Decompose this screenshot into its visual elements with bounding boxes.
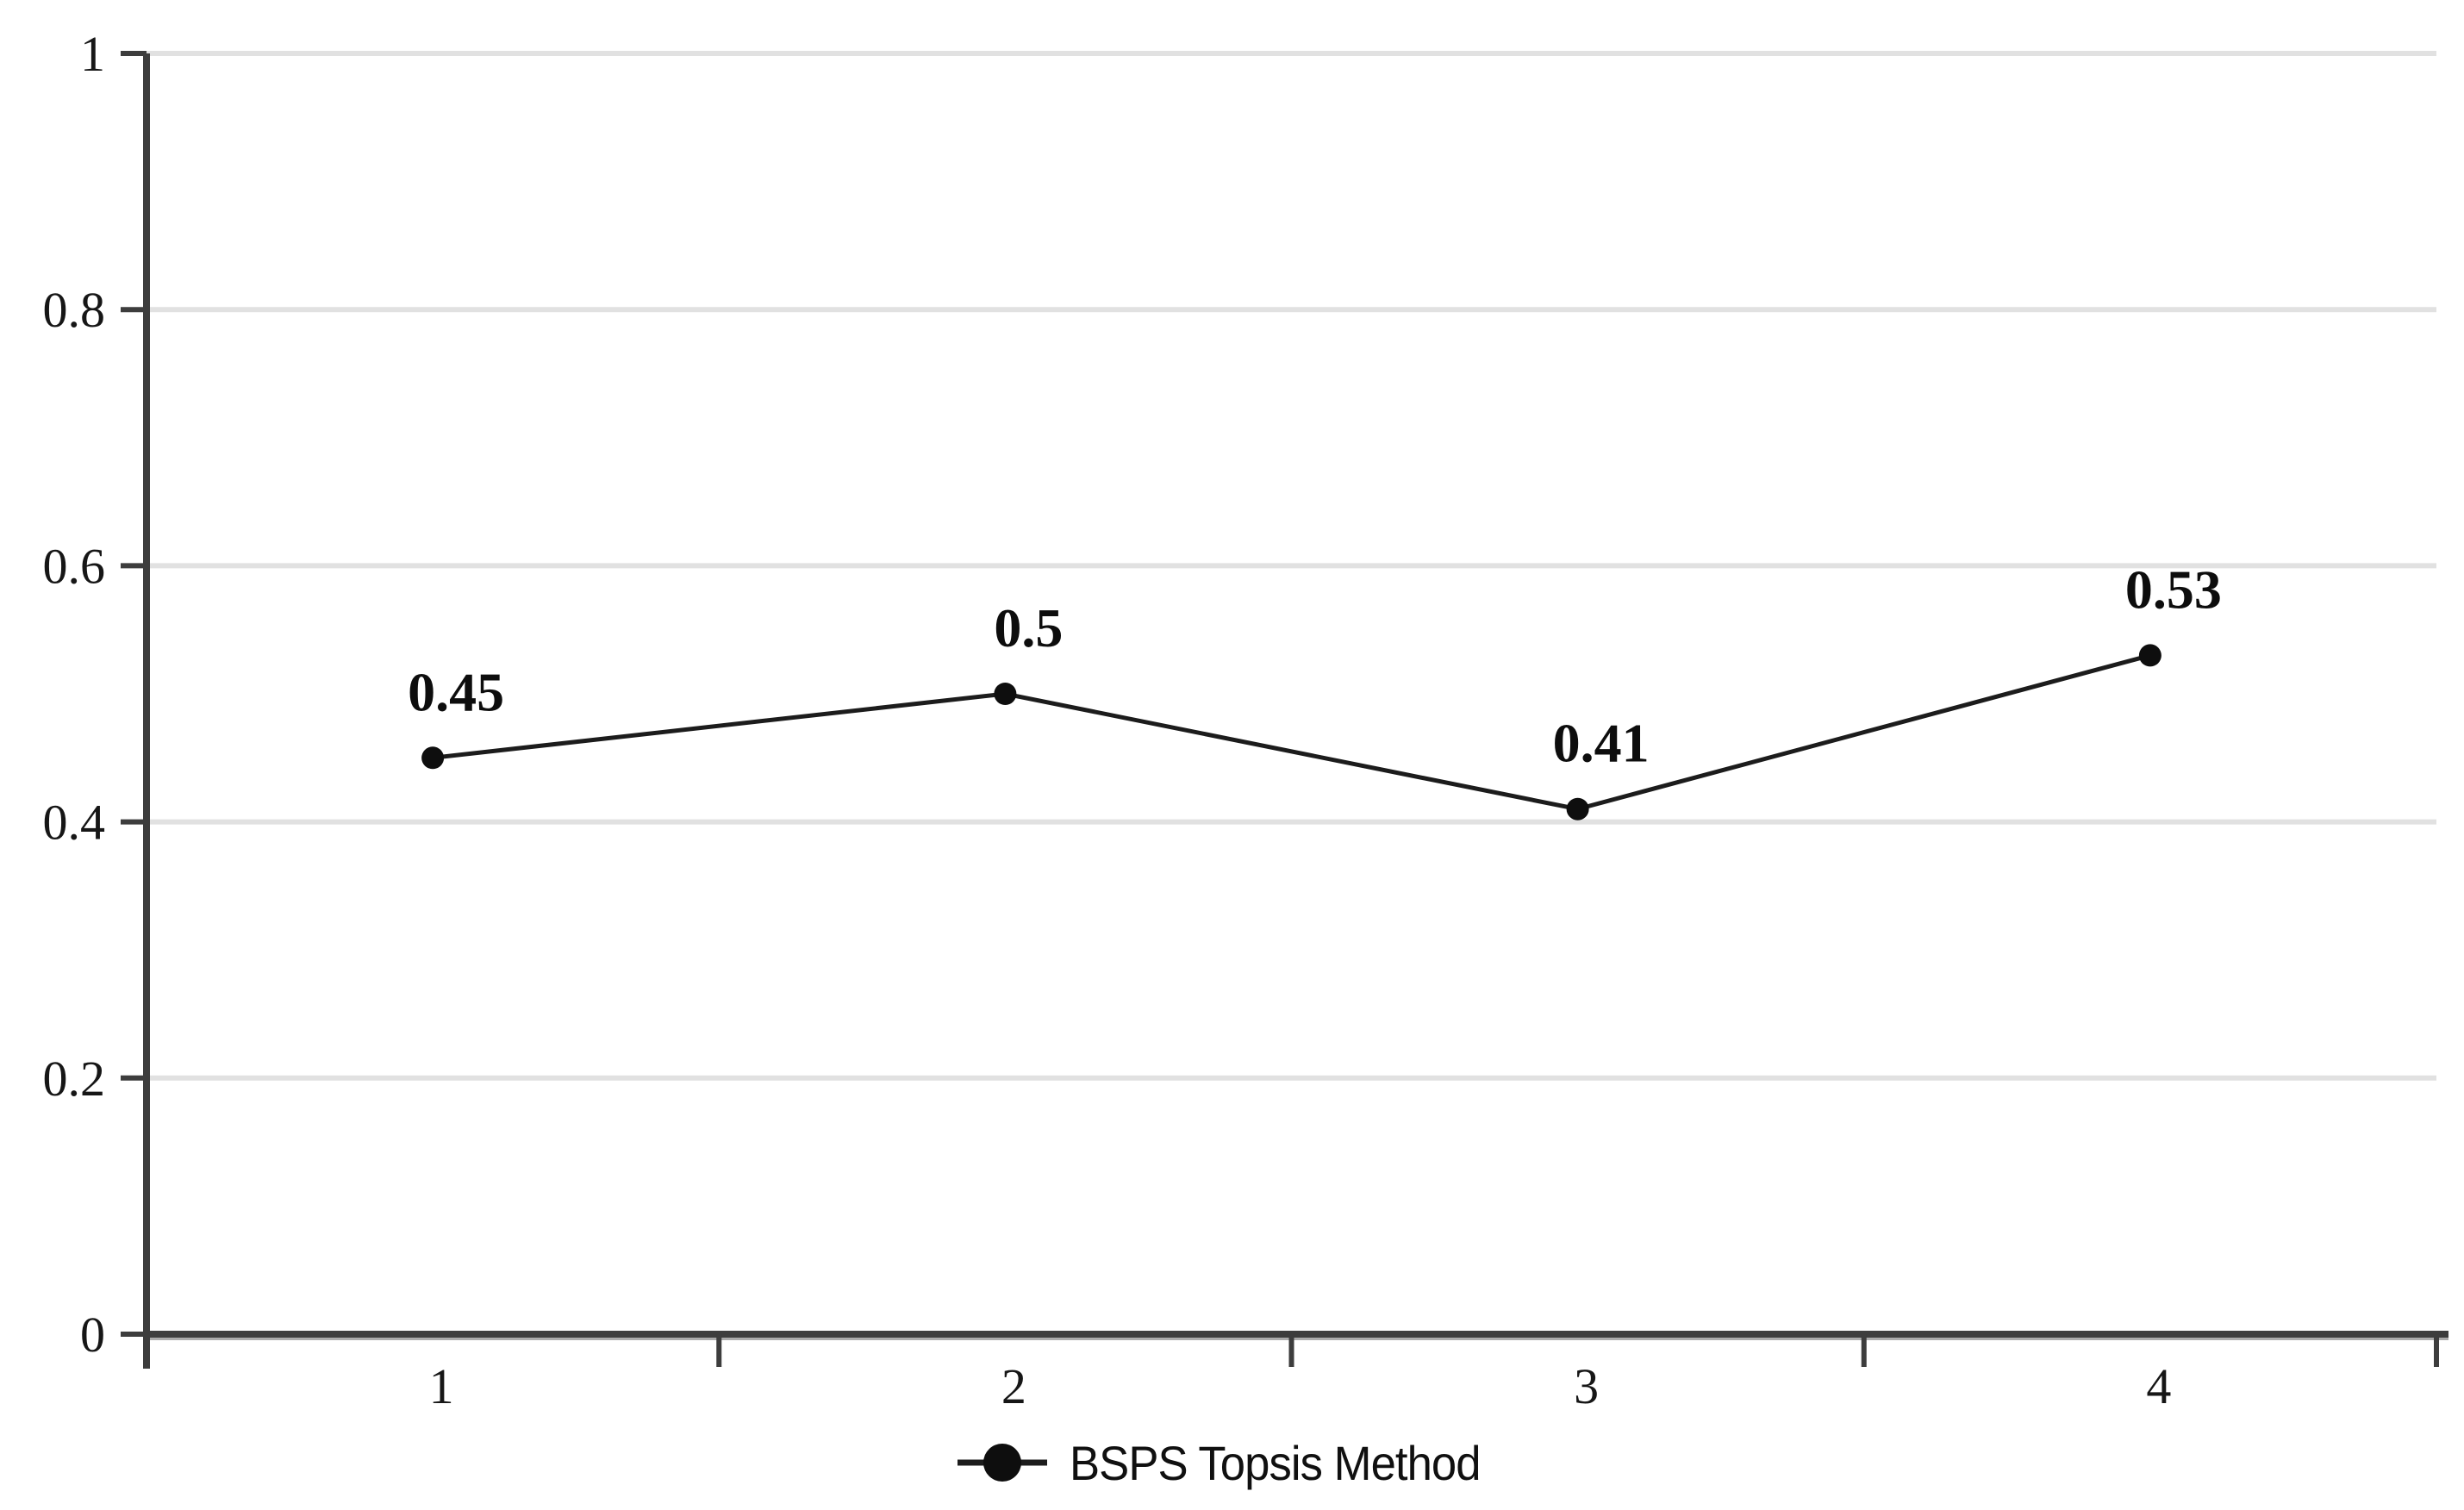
x-tick-label-2: 2 xyxy=(1001,1358,1026,1414)
x-tick-label-3: 3 xyxy=(1574,1358,1599,1414)
data-point-3 xyxy=(1566,797,1589,821)
y-tick-label-0.6: 0.6 xyxy=(43,538,106,594)
data-point-4 xyxy=(2138,644,2161,667)
x-tick-label-4: 4 xyxy=(2146,1358,2171,1414)
y-tick-label-0.4: 0.4 xyxy=(43,795,106,851)
data-label-4: 0.53 xyxy=(2125,558,2222,620)
data-label-3: 0.41 xyxy=(1553,713,1650,774)
data-label-1: 0.45 xyxy=(408,661,504,722)
data-point-2 xyxy=(994,683,1017,705)
data-point-1 xyxy=(421,746,445,770)
y-tick-label-0.8: 0.8 xyxy=(43,282,106,338)
data-label-2: 0.5 xyxy=(994,597,1063,658)
x-tick-label-1: 1 xyxy=(429,1358,454,1414)
y-tick-label-0: 0 xyxy=(80,1307,105,1363)
y-tick-label-1: 1 xyxy=(80,26,105,82)
legend: BSPS Topsis Method xyxy=(0,1424,2464,1501)
legend-series-label: BSPS Topsis Method xyxy=(1069,1435,1482,1490)
legend-marker-icon xyxy=(957,1444,1047,1482)
y-tick-label-0.2: 0.2 xyxy=(43,1051,106,1107)
series-line xyxy=(432,653,2151,812)
legend-circle-marker xyxy=(982,1444,1021,1482)
